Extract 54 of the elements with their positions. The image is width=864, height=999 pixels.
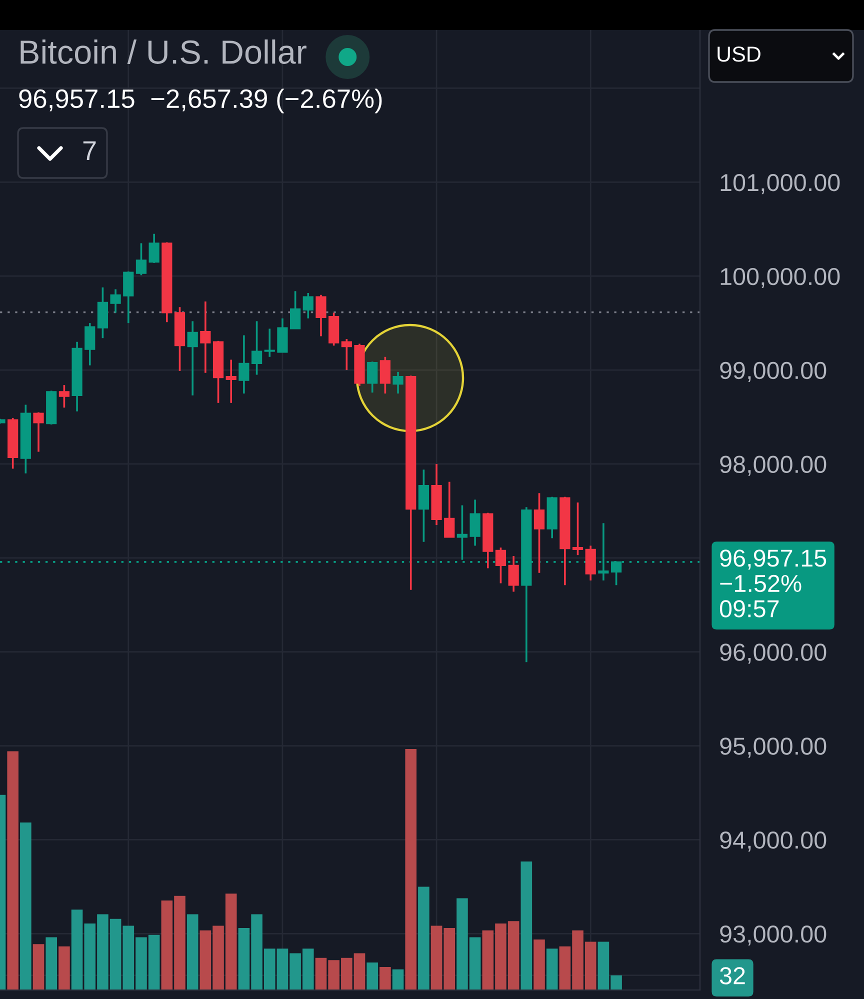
candlestick	[187, 320, 198, 396]
y-tick-label: 95,000.00	[720, 738, 826, 758]
chart-title: Bitcoin / U.S. Dollar	[20, 39, 306, 64]
candlestick	[264, 328, 275, 358]
candlestick	[392, 371, 404, 394]
bar	[380, 967, 391, 990]
candlestick	[226, 358, 236, 404]
candlestick	[33, 411, 44, 453]
y-tick-label: 98,000.00	[720, 456, 826, 476]
ref-line-label: 96,957.15 −1.52% 09:57	[720, 550, 826, 618]
candlestick	[58, 384, 70, 409]
candlestick	[302, 292, 314, 320]
bar	[392, 969, 404, 990]
candlestick	[508, 555, 519, 593]
bar	[405, 749, 417, 990]
candlestick	[84, 322, 96, 366]
bar	[534, 940, 545, 990]
bar	[366, 962, 378, 990]
y-tick-label: 100,000.00	[720, 268, 840, 288]
candlestick	[572, 502, 584, 556]
bar	[20, 822, 32, 990]
candlestick	[136, 242, 147, 276]
candlestick	[148, 232, 160, 264]
bar	[418, 886, 430, 990]
candlestick	[200, 300, 211, 374]
bar	[58, 946, 70, 990]
annotation: 7	[83, 141, 96, 160]
candlestick	[495, 546, 506, 584]
y-tick-label: 99,000.00	[720, 362, 826, 382]
y-tick-label: 94,000.00	[720, 832, 826, 852]
candlestick	[251, 320, 262, 376]
candlestick	[238, 334, 250, 394]
bar	[520, 861, 532, 990]
bar	[546, 948, 558, 990]
text: 96,957.15 −2,657.39 (−2.67%)	[19, 88, 382, 114]
candlestick	[341, 338, 352, 371]
candlestick	[316, 294, 326, 338]
y-tick-label: 96,000.00	[720, 644, 826, 664]
bar	[32, 944, 44, 990]
y-tick-label: 101,000.00	[720, 174, 840, 194]
candlestick	[380, 356, 390, 394]
bar	[46, 937, 58, 990]
candlestick	[418, 468, 430, 543]
text: USD	[718, 46, 760, 62]
bar	[186, 914, 198, 990]
candlestick	[367, 360, 378, 394]
y-tick-label: 32	[720, 967, 745, 984]
candlestick	[110, 288, 121, 314]
candlestick	[123, 270, 134, 324]
candlestick	[470, 498, 480, 547]
candlestick	[290, 290, 301, 330]
candlestick	[534, 492, 545, 574]
candlestick	[444, 480, 455, 538]
y-tick-label: 93,000.00	[720, 925, 826, 946]
